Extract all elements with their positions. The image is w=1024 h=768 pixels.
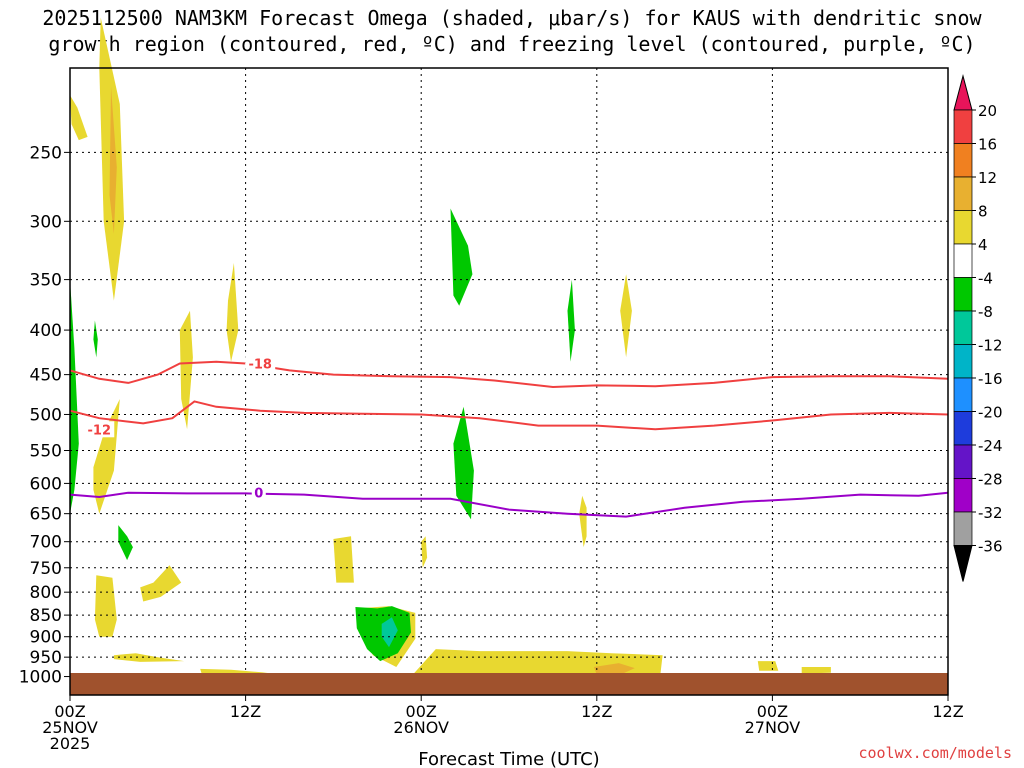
omega-shaded-region — [801, 667, 831, 674]
plot-frame — [69, 67, 949, 696]
colorbar-bottom-arrow — [953, 545, 973, 582]
chart-title-line1: 2025112500 NAM3KM Forecast Omega (shaded… — [42, 6, 982, 30]
contour-label-bg — [84, 421, 115, 438]
y-tick-label: 650 — [30, 505, 62, 525]
colorbar-swatch — [953, 478, 973, 513]
x-tick-label: 27NOV — [745, 718, 801, 737]
y-tick-label: 750 — [30, 559, 62, 579]
contour-line — [69, 360, 949, 389]
x-tick-label: 12Z — [932, 702, 963, 721]
omega-shaded-region — [200, 668, 268, 675]
x-tick-label: 2025 — [50, 734, 91, 753]
contour-label: -12 — [88, 423, 112, 438]
colorbar-swatch — [953, 243, 973, 278]
colorbar-swatch — [953, 143, 973, 178]
contour-label: -18 — [248, 358, 272, 373]
colorbar-label: -24 — [978, 437, 1003, 455]
colorbar-swatch — [953, 444, 973, 479]
omega-shaded-region — [453, 406, 474, 520]
temperature-contours: -18 -12 0 — [69, 355, 949, 518]
x-tick-label: 26NOV — [393, 718, 449, 737]
y-tick-label: 600 — [30, 474, 62, 494]
colorbar-swatch — [953, 377, 973, 412]
x-axis-label: Forecast Time (UTC) — [418, 749, 599, 768]
y-tick-label: 700 — [30, 533, 62, 553]
y-tick-label: 250 — [30, 143, 62, 163]
y-axis: 2503003504004505005506006507007508008509… — [19, 143, 70, 688]
y-tick-label: 850 — [30, 606, 62, 626]
colorbar-swatch — [953, 176, 973, 211]
contour-line — [69, 491, 949, 518]
x-tick-label: 00Z — [406, 702, 437, 721]
y-tick-label: 950 — [30, 648, 62, 668]
omega-shaded-region — [381, 617, 398, 648]
colorbar-swatch — [953, 344, 973, 379]
x-tick-label: 25NOV — [42, 718, 98, 737]
colorbar-label: -20 — [978, 404, 1003, 422]
y-tick-label: 300 — [30, 212, 62, 232]
y-tick-label: 500 — [30, 405, 62, 425]
ground-surface — [70, 673, 948, 695]
footer-credit: coolwx.com/models — [858, 744, 1012, 762]
omega-shaded-region — [593, 663, 635, 675]
colorbar-label: 4 — [978, 236, 988, 254]
colorbar-swatch — [953, 310, 973, 345]
colorbar-swatch — [953, 411, 973, 446]
omega-shaded-region — [70, 279, 79, 514]
y-tick-label: 1000 — [19, 668, 62, 688]
omega-shaded-region — [579, 495, 587, 548]
y-tick-label: 400 — [30, 321, 62, 341]
colorbar-label: -32 — [978, 504, 1003, 522]
colorbar-label: 16 — [978, 136, 997, 154]
colorbar-label: 12 — [978, 169, 997, 187]
colorbar-label: -4 — [978, 270, 993, 288]
colorbar-swatch — [953, 511, 973, 546]
colorbar-label: -8 — [978, 303, 993, 321]
omega-shaded-region — [567, 279, 575, 362]
omega-shaded-region — [94, 575, 117, 637]
omega-shaded-region — [421, 536, 428, 568]
x-tick-label: 12Z — [581, 702, 612, 721]
x-tick-label: 00Z — [54, 702, 85, 721]
omega-shaded-region — [109, 86, 117, 234]
x-tick-label: 12Z — [230, 702, 261, 721]
colorbar-label: 8 — [978, 203, 988, 221]
colorbar-swatch — [953, 109, 973, 144]
omega-shaded-region — [118, 525, 133, 561]
omega-shaded-region — [620, 274, 632, 358]
omega-shaded-region — [333, 536, 354, 583]
colorbar-label: -12 — [978, 337, 1003, 355]
y-tick-label: 550 — [30, 442, 62, 462]
contour-label-bg — [245, 355, 276, 372]
y-tick-label: 900 — [30, 628, 62, 648]
colorbar-swatch — [953, 210, 973, 245]
omega-shaded-region — [450, 208, 473, 306]
colorbar-label: -36 — [978, 538, 1003, 556]
omega-shaded-region — [140, 565, 182, 602]
x-tick-label: 00Z — [757, 702, 788, 721]
colorbar-swatch — [953, 277, 973, 312]
y-tick-label: 350 — [30, 271, 62, 291]
contour-label-bg — [251, 484, 266, 501]
colorbar: 20 16 12 8 4 -4 -8 -12 -16 -20 -24 -28 -32 -36 — [953, 74, 1003, 582]
colorbar-label: -28 — [978, 471, 1003, 489]
contour-line — [69, 400, 949, 431]
y-tick-label: 450 — [30, 366, 62, 386]
chart-title-line2: growth region (contoured, red, ºC) and f… — [48, 32, 976, 56]
colorbar-label: -16 — [978, 370, 1003, 388]
y-tick-label: 800 — [30, 583, 62, 603]
colorbar-top-arrow — [953, 74, 973, 111]
omega-shaded-region — [757, 661, 779, 671]
colorbar-label: 20 — [978, 102, 997, 120]
omega-shaded-region — [70, 95, 88, 141]
omega-shaded-region — [226, 263, 239, 362]
contour-label: 0 — [254, 487, 263, 502]
omega-shaded-region — [179, 310, 193, 430]
